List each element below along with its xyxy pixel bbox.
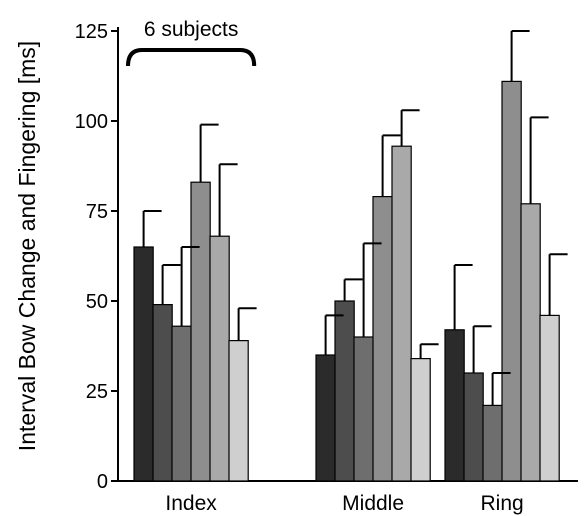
subjects-annotation-label: 6 subjects: [144, 18, 239, 41]
bar: [152, 304, 173, 482]
bar: [190, 181, 211, 482]
bar: [501, 80, 522, 482]
x-tick-label: Index: [165, 492, 217, 515]
bar: [391, 145, 412, 482]
x-axis: Index Middle Ring: [118, 480, 578, 515]
x-tick-label: Middle: [342, 492, 404, 515]
bar: [463, 372, 484, 482]
bar: [372, 196, 393, 482]
y-axis: 0 25 50 75 100 125: [75, 21, 119, 493]
error-bars: [142, 30, 568, 406]
y-tick-label: 75: [86, 201, 108, 223]
bar: [520, 203, 541, 482]
y-axis-label: Interval Bow Change and Fingering [ms]: [14, 41, 40, 451]
bar: [171, 325, 192, 482]
bar: [444, 329, 465, 482]
bar: [482, 404, 503, 482]
y-tick-label: 50: [86, 291, 108, 313]
bar: [353, 336, 374, 482]
x-tick-label: Ring: [480, 492, 523, 515]
bars: [133, 80, 560, 482]
bar: [133, 246, 154, 482]
y-tick-label: 0: [97, 471, 108, 493]
bar: [334, 300, 355, 482]
y-tick-label: 100: [75, 111, 108, 133]
bar: [410, 358, 431, 482]
y-tick-label: 25: [86, 381, 108, 403]
bar: [228, 340, 249, 482]
subjects-brace: [126, 48, 257, 67]
subjects-annotation: 6 subjects: [126, 18, 257, 67]
bar: [209, 235, 230, 482]
bar: [315, 354, 336, 482]
bar: [539, 314, 560, 482]
y-tick-label: 125: [75, 21, 108, 43]
